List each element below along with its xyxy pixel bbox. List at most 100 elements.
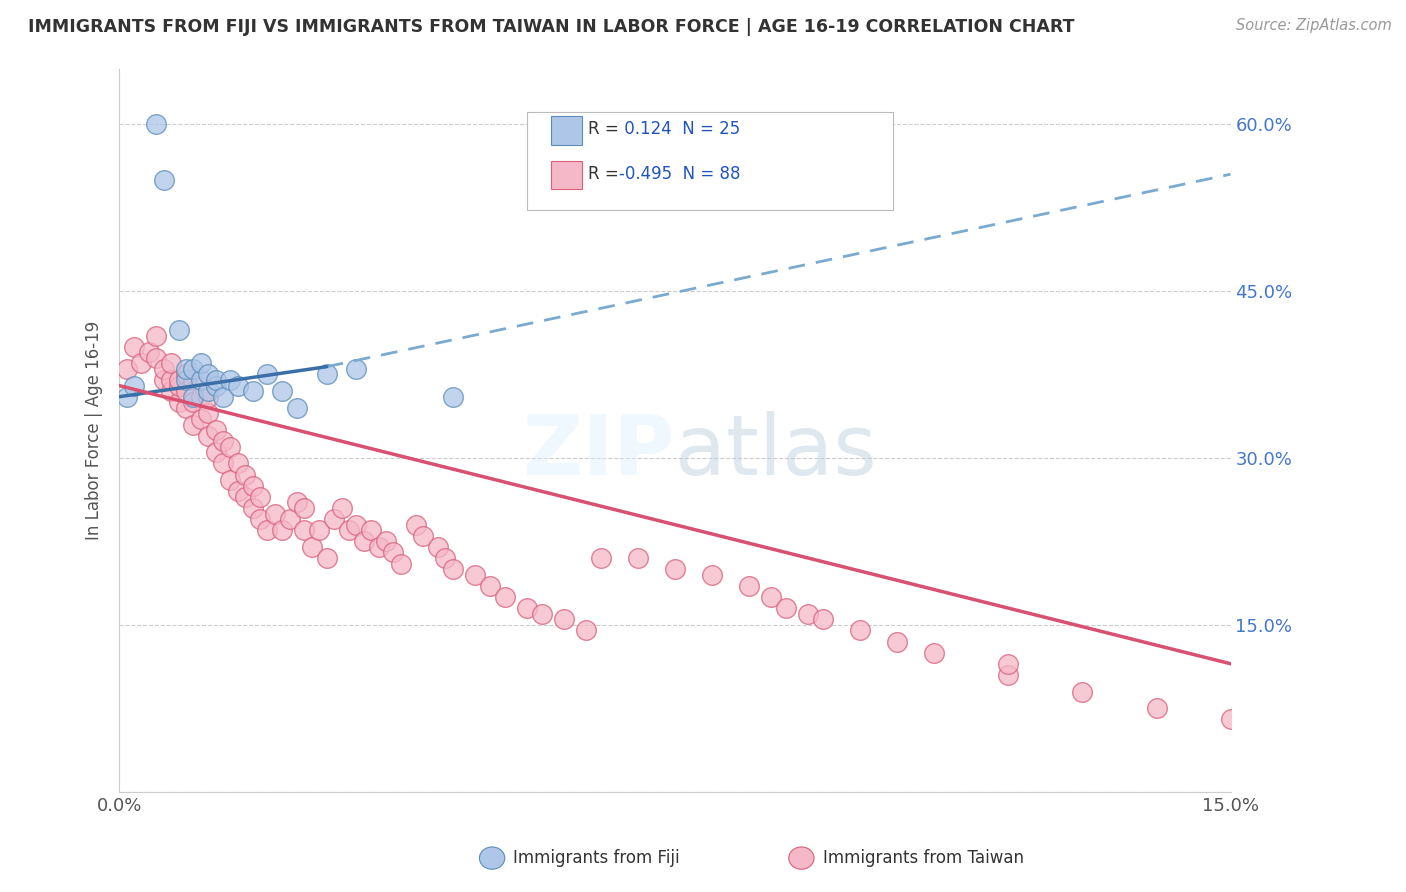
Point	[204, 378, 226, 392]
Point	[152, 373, 174, 387]
Point	[761, 590, 783, 604]
Point	[160, 384, 183, 399]
Text: R =: R =	[588, 165, 624, 183]
Point	[145, 117, 167, 131]
Point	[160, 373, 183, 387]
Point	[174, 368, 197, 382]
Point	[330, 500, 353, 515]
Point	[797, 607, 820, 621]
Point	[183, 395, 205, 409]
Point	[627, 551, 650, 566]
Point	[553, 612, 575, 626]
Point	[1146, 701, 1168, 715]
Point	[190, 356, 212, 370]
Point	[197, 384, 219, 399]
Point	[256, 368, 278, 382]
Point	[183, 373, 205, 387]
Point	[353, 534, 375, 549]
Point	[775, 601, 797, 615]
Point	[174, 373, 197, 387]
Point	[405, 517, 427, 532]
Point	[183, 362, 205, 376]
Point	[494, 590, 516, 604]
Point	[700, 567, 723, 582]
Point	[1219, 712, 1241, 726]
Point	[204, 373, 226, 387]
Point	[167, 373, 190, 387]
Text: 0.124  N = 25: 0.124 N = 25	[619, 120, 740, 138]
Point	[152, 173, 174, 187]
Point	[278, 512, 301, 526]
Text: -0.495  N = 88: -0.495 N = 88	[619, 165, 740, 183]
Point	[174, 362, 197, 376]
Point	[249, 512, 271, 526]
Point	[167, 323, 190, 337]
Point	[589, 551, 612, 566]
Point	[664, 562, 686, 576]
Point	[242, 384, 264, 399]
Point	[190, 390, 212, 404]
Point	[575, 624, 598, 638]
Point	[197, 368, 219, 382]
Point	[242, 500, 264, 515]
Point	[301, 540, 323, 554]
Text: Immigrants from Fiji: Immigrants from Fiji	[513, 849, 681, 867]
Point	[242, 479, 264, 493]
Point	[197, 428, 219, 442]
Point	[464, 567, 486, 582]
Point	[382, 545, 405, 559]
Point	[219, 440, 242, 454]
Point	[190, 412, 212, 426]
Point	[183, 390, 205, 404]
Point	[145, 328, 167, 343]
Point	[197, 390, 219, 404]
Point	[226, 484, 249, 499]
Point	[138, 345, 160, 359]
Point	[174, 401, 197, 415]
Point	[308, 523, 330, 537]
Point	[412, 529, 434, 543]
Point	[131, 356, 153, 370]
Point	[145, 351, 167, 365]
Point	[811, 612, 834, 626]
Point	[212, 457, 235, 471]
Point	[344, 517, 367, 532]
Point	[122, 340, 145, 354]
Point	[271, 384, 294, 399]
Point	[441, 390, 464, 404]
Point	[367, 540, 389, 554]
Point	[360, 523, 382, 537]
Point	[478, 579, 501, 593]
Point	[997, 657, 1019, 671]
Point	[738, 579, 761, 593]
Point	[271, 523, 294, 537]
Point	[323, 512, 346, 526]
Y-axis label: In Labor Force | Age 16-19: In Labor Force | Age 16-19	[86, 320, 103, 540]
Point	[212, 390, 235, 404]
Point	[337, 523, 360, 537]
Point	[285, 495, 308, 509]
Point	[190, 373, 212, 387]
Point	[997, 668, 1019, 682]
Point	[183, 417, 205, 432]
Point	[160, 356, 183, 370]
Point	[174, 384, 197, 399]
Point	[315, 551, 337, 566]
Point	[204, 423, 226, 437]
Text: Immigrants from Taiwan: Immigrants from Taiwan	[823, 849, 1024, 867]
Point	[344, 362, 367, 376]
Point	[233, 490, 256, 504]
Point	[115, 390, 138, 404]
Point	[441, 562, 464, 576]
Point	[530, 607, 553, 621]
Point	[922, 646, 945, 660]
Point	[315, 368, 337, 382]
Point	[389, 557, 412, 571]
Point	[152, 362, 174, 376]
Text: IMMIGRANTS FROM FIJI VS IMMIGRANTS FROM TAIWAN IN LABOR FORCE | AGE 16-19 CORREL: IMMIGRANTS FROM FIJI VS IMMIGRANTS FROM …	[28, 18, 1074, 36]
Point	[204, 445, 226, 459]
Point	[249, 490, 271, 504]
Point	[285, 401, 308, 415]
Point	[849, 624, 872, 638]
Point	[219, 473, 242, 487]
